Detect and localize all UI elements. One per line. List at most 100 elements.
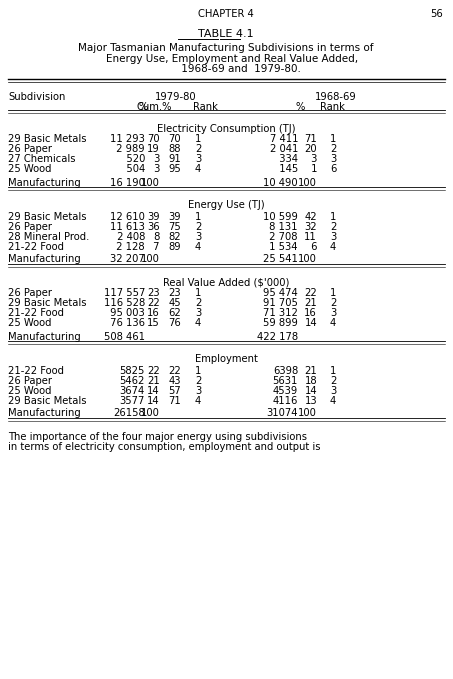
Text: Energy Use, Employment and Real Value Added,: Energy Use, Employment and Real Value Ad… xyxy=(93,54,359,64)
Text: 1: 1 xyxy=(195,289,202,299)
Text: 4539: 4539 xyxy=(273,386,298,395)
Text: 29 Basic Metals: 29 Basic Metals xyxy=(8,134,87,145)
Text: 89: 89 xyxy=(169,242,181,251)
Text: 22: 22 xyxy=(147,365,160,375)
Text: 95: 95 xyxy=(168,164,181,175)
Text: 3577: 3577 xyxy=(120,395,145,405)
Text: 32 207: 32 207 xyxy=(110,255,145,265)
Text: 91: 91 xyxy=(168,155,181,164)
Text: 70: 70 xyxy=(147,134,160,145)
Text: 1: 1 xyxy=(195,365,202,375)
Text: 21-22 Food: 21-22 Food xyxy=(8,242,64,251)
Text: 3: 3 xyxy=(195,308,201,318)
Text: 14: 14 xyxy=(304,386,317,395)
Text: CHAPTER 4: CHAPTER 4 xyxy=(198,9,254,19)
Text: 10 599: 10 599 xyxy=(263,211,298,221)
Text: 23: 23 xyxy=(169,289,181,299)
Text: 6: 6 xyxy=(330,164,337,175)
Text: 100: 100 xyxy=(141,177,160,187)
Text: 3: 3 xyxy=(330,386,336,395)
Text: 3: 3 xyxy=(330,308,336,318)
Text: 39: 39 xyxy=(169,211,181,221)
Text: 6398: 6398 xyxy=(273,365,298,375)
Text: 1: 1 xyxy=(195,134,202,145)
Text: 3: 3 xyxy=(195,232,201,242)
Text: 3: 3 xyxy=(308,155,317,164)
Text: 117 557: 117 557 xyxy=(104,289,145,299)
Text: 21-22 Food: 21-22 Food xyxy=(8,308,64,318)
Text: 100: 100 xyxy=(298,409,317,418)
Text: 2 128: 2 128 xyxy=(113,242,145,251)
Text: 14: 14 xyxy=(304,318,317,329)
Text: 62: 62 xyxy=(168,308,181,318)
Text: 10 490: 10 490 xyxy=(263,177,298,187)
Text: 56: 56 xyxy=(430,9,443,19)
Text: 3: 3 xyxy=(151,164,160,175)
Text: 1: 1 xyxy=(330,289,337,299)
Text: 6: 6 xyxy=(308,242,317,251)
Text: 11 293: 11 293 xyxy=(110,134,145,145)
Text: 70: 70 xyxy=(169,134,181,145)
Text: 25 541: 25 541 xyxy=(263,255,298,265)
Text: 95 474: 95 474 xyxy=(263,289,298,299)
Text: 18: 18 xyxy=(304,375,317,386)
Text: 3674: 3674 xyxy=(120,386,145,395)
Text: 43: 43 xyxy=(169,375,181,386)
Text: 25 Wood: 25 Wood xyxy=(8,386,52,395)
Text: 32: 32 xyxy=(304,221,317,232)
Text: Rank: Rank xyxy=(320,103,345,113)
Text: 21: 21 xyxy=(304,365,317,375)
Text: Manufacturing: Manufacturing xyxy=(8,177,81,187)
Text: 16 190: 16 190 xyxy=(110,177,145,187)
Text: Real Value Added ($'000): Real Value Added ($'000) xyxy=(163,278,289,287)
Text: 1968-69 and  1979-80.: 1968-69 and 1979-80. xyxy=(152,64,300,74)
Text: Manufacturing: Manufacturing xyxy=(8,331,81,342)
Text: 8: 8 xyxy=(151,232,160,242)
Text: 1: 1 xyxy=(308,164,317,175)
Text: 26 Paper: 26 Paper xyxy=(8,145,52,155)
Text: 422 178: 422 178 xyxy=(257,331,298,342)
Text: 3: 3 xyxy=(195,155,201,164)
Text: 14: 14 xyxy=(147,386,160,395)
Text: 2: 2 xyxy=(330,375,337,386)
Text: 76 136: 76 136 xyxy=(107,318,145,329)
Text: 21-22 Food: 21-22 Food xyxy=(8,365,64,375)
Text: 3: 3 xyxy=(330,232,336,242)
Text: Cum.%: Cum.% xyxy=(136,103,172,113)
Text: Manufacturing: Manufacturing xyxy=(8,255,81,265)
Text: 100: 100 xyxy=(141,409,160,418)
Text: 8 131: 8 131 xyxy=(266,221,298,232)
Text: in terms of electricity consumption, employment and output is: in terms of electricity consumption, emp… xyxy=(8,441,321,452)
Text: 16: 16 xyxy=(147,308,160,318)
Text: 2 708: 2 708 xyxy=(266,232,298,242)
Text: 1: 1 xyxy=(330,211,337,221)
Text: Subdivision: Subdivision xyxy=(8,92,65,103)
Text: 42: 42 xyxy=(304,211,317,221)
Text: 29 Basic Metals: 29 Basic Metals xyxy=(8,395,87,405)
Text: 3: 3 xyxy=(330,155,336,164)
Text: 520: 520 xyxy=(116,155,145,164)
Text: 4: 4 xyxy=(330,242,336,251)
Text: %: % xyxy=(296,103,305,113)
Text: 2 041: 2 041 xyxy=(270,145,298,155)
Text: 71: 71 xyxy=(304,134,317,145)
Text: 12 610: 12 610 xyxy=(110,211,145,221)
Text: 3: 3 xyxy=(151,155,160,164)
Text: 2: 2 xyxy=(195,299,202,308)
Text: Manufacturing: Manufacturing xyxy=(8,409,81,418)
Text: 116 528: 116 528 xyxy=(104,299,145,308)
Text: 95 003: 95 003 xyxy=(107,308,145,318)
Text: 1: 1 xyxy=(195,211,202,221)
Text: 2 408: 2 408 xyxy=(114,232,145,242)
Text: 4: 4 xyxy=(195,242,201,251)
Text: 75: 75 xyxy=(168,221,181,232)
Text: 2 989: 2 989 xyxy=(113,145,145,155)
Text: 2: 2 xyxy=(195,375,202,386)
Text: 59 899: 59 899 xyxy=(263,318,298,329)
Text: 22: 22 xyxy=(304,289,317,299)
Text: 23: 23 xyxy=(147,289,160,299)
Text: 26158: 26158 xyxy=(113,409,145,418)
Text: 27 Chemicals: 27 Chemicals xyxy=(8,155,76,164)
Text: Rank: Rank xyxy=(193,103,218,113)
Text: 4: 4 xyxy=(195,318,201,329)
